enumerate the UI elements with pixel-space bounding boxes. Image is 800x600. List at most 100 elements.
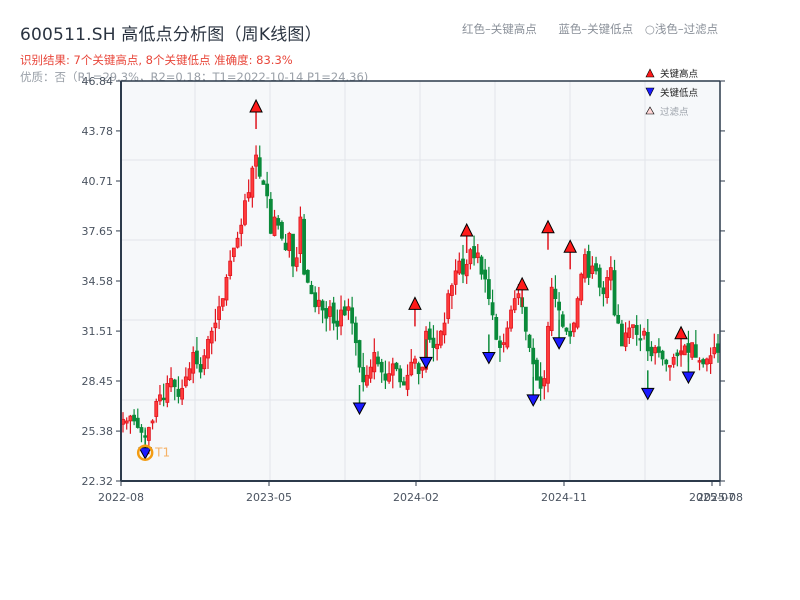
candle-up: [128, 415, 133, 422]
candle-up: [546, 325, 550, 384]
candle-up: [442, 322, 447, 336]
candle-down: [494, 316, 499, 340]
candle-down: [379, 361, 384, 373]
candle-up: [690, 342, 695, 358]
candle-down: [634, 325, 639, 335]
candle-down: [472, 246, 476, 259]
x-tick-label: 2024-02: [393, 491, 439, 504]
candle-up: [209, 330, 214, 344]
candle-up: [287, 232, 292, 252]
y-tick-label: 37.65: [82, 225, 114, 238]
key-high-marker: [563, 239, 577, 253]
candle-up: [516, 293, 521, 299]
candle-up: [202, 355, 207, 370]
candle-up: [453, 270, 458, 285]
candle-down: [268, 198, 273, 234]
candle-up: [697, 360, 702, 363]
candle-down: [353, 322, 358, 344]
candle-up: [653, 347, 658, 354]
candle-down: [523, 306, 528, 332]
candle-up: [346, 306, 351, 311]
key-point-markers: [138, 98, 696, 460]
x-tick-label: 2022-08: [98, 491, 144, 504]
candle-up: [409, 361, 414, 376]
candle-down: [553, 288, 558, 300]
candle-down: [161, 397, 166, 401]
candle-up: [464, 263, 469, 277]
candle-up: [608, 267, 613, 281]
candle-up: [169, 378, 173, 388]
candle-up: [316, 299, 321, 307]
candle-down: [172, 379, 177, 388]
candle-up: [542, 378, 547, 387]
candle-up: [631, 324, 635, 328]
key-high-marker: [249, 98, 263, 113]
candle-down: [531, 347, 536, 365]
key-low-marker: [352, 402, 367, 416]
y-tick-label: 34.58: [82, 275, 114, 288]
y-tick-label: 43.78: [82, 125, 114, 138]
candle-down: [664, 359, 669, 365]
candle-up: [642, 330, 646, 336]
t1-ring-icon: [136, 444, 154, 461]
candle-up: [158, 394, 162, 402]
t1-label: T1: [154, 446, 170, 460]
legend-low-label: 关键低点: [660, 87, 699, 99]
candle-up: [579, 273, 584, 301]
candle-down: [483, 269, 488, 280]
candle-down: [490, 302, 495, 316]
key-high-marker: [541, 219, 555, 234]
candle-up: [191, 352, 196, 374]
candle-down: [302, 218, 306, 275]
candle-down: [195, 350, 199, 365]
candle-up: [187, 368, 192, 381]
candle-down: [132, 414, 136, 422]
candle-up: [228, 260, 233, 276]
candle-down: [645, 331, 650, 352]
candle-up: [509, 309, 513, 329]
candle-down: [693, 344, 698, 358]
candle-up: [235, 237, 240, 248]
candle-up: [501, 342, 506, 345]
candle-up: [671, 356, 676, 365]
key-high-marker: [515, 276, 529, 291]
candle-down: [498, 340, 502, 348]
candle-up: [154, 400, 159, 417]
legend-low-icon: [645, 87, 655, 97]
candle-down: [361, 367, 366, 383]
candle-up: [623, 332, 628, 347]
candle-down: [701, 359, 706, 365]
candle-down: [461, 258, 465, 275]
candles: [121, 145, 720, 455]
candle-up: [183, 376, 188, 387]
key-low-marker: [681, 371, 696, 385]
candle-down: [176, 388, 181, 397]
candle-down: [261, 180, 266, 185]
candle-up: [475, 252, 480, 258]
key-low-marker: [138, 447, 153, 460]
key-low-marker: [640, 387, 655, 401]
candle-up: [571, 322, 576, 333]
candle-up: [368, 366, 373, 379]
candle-up: [213, 322, 218, 329]
candle-down: [535, 359, 539, 381]
y-tick-label: 22.32: [82, 475, 114, 488]
candle-up: [450, 285, 454, 296]
candle-down: [383, 373, 388, 381]
candle-down: [139, 427, 144, 433]
x-tick-label: 2023-05: [246, 491, 292, 504]
candle-down: [135, 417, 140, 428]
x-tick-label: 2025-08: [697, 491, 743, 504]
candle-up: [254, 154, 258, 167]
candle-down: [586, 251, 591, 278]
candle-down: [675, 352, 680, 357]
candle-up: [590, 265, 595, 274]
gridlines: [121, 81, 720, 481]
candle-down: [283, 242, 288, 251]
x-tick-label: 2024-11: [541, 491, 587, 504]
candle-up: [206, 339, 210, 359]
candle-down: [309, 284, 314, 295]
candle-down: [291, 233, 295, 267]
candle-down: [601, 287, 606, 295]
